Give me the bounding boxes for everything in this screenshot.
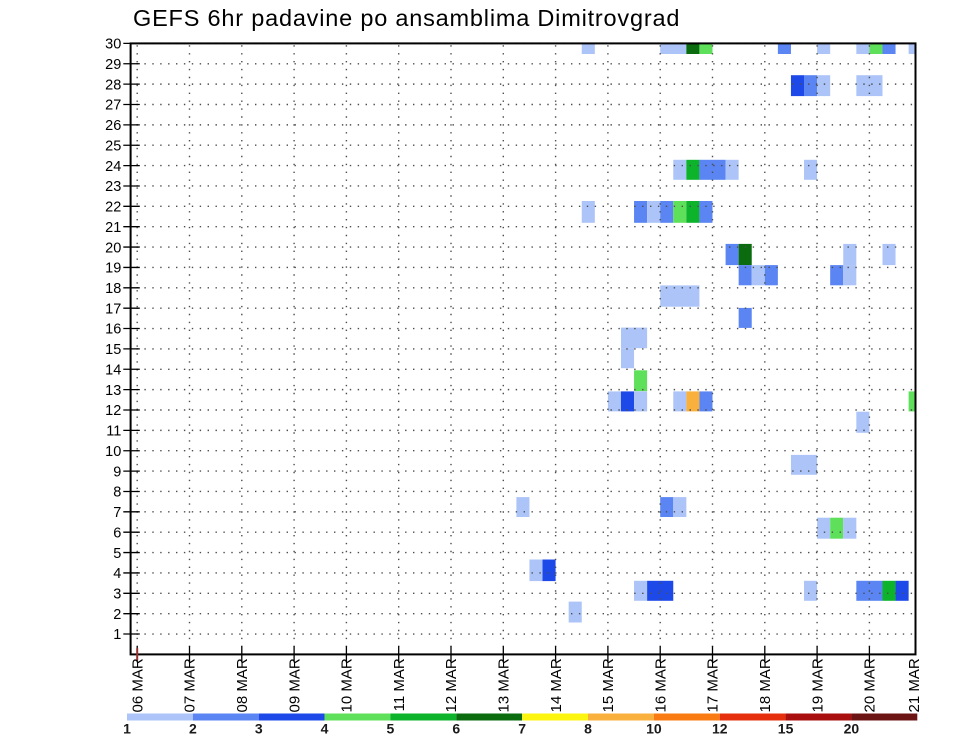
svg-text:15: 15 [105, 342, 121, 358]
svg-text:30: 30 [105, 37, 121, 53]
svg-text:24: 24 [105, 159, 121, 175]
svg-text:9: 9 [113, 464, 121, 480]
svg-text:17 MAR: 17 MAR [705, 658, 722, 712]
svg-text:12: 12 [712, 721, 728, 737]
svg-text:2: 2 [189, 721, 197, 737]
svg-text:28: 28 [105, 77, 121, 93]
svg-text:06 MAR: 06 MAR [129, 658, 146, 712]
svg-text:10: 10 [105, 444, 121, 460]
svg-text:2: 2 [113, 607, 121, 623]
svg-text:16 MAR: 16 MAR [652, 658, 669, 712]
svg-text:18 MAR: 18 MAR [757, 658, 774, 712]
svg-text:20: 20 [105, 240, 121, 256]
svg-text:15: 15 [778, 721, 794, 737]
svg-text:16: 16 [105, 322, 121, 338]
svg-text:7: 7 [113, 505, 121, 521]
svg-text:6: 6 [113, 525, 121, 541]
svg-text:07 MAR: 07 MAR [182, 658, 199, 712]
svg-text:25: 25 [105, 138, 121, 154]
svg-text:7: 7 [518, 721, 526, 737]
svg-text:21: 21 [105, 220, 121, 236]
svg-text:3: 3 [255, 721, 263, 737]
svg-text:20 MAR: 20 MAR [862, 658, 879, 712]
svg-text:8: 8 [113, 485, 121, 501]
svg-text:14: 14 [105, 362, 121, 378]
svg-text:11: 11 [106, 424, 121, 440]
svg-text:15 MAR: 15 MAR [600, 658, 617, 712]
svg-text:21 MAR: 21 MAR [906, 658, 923, 712]
svg-text:11 MAR: 11 MAR [391, 658, 408, 711]
svg-text:08 MAR: 08 MAR [234, 658, 251, 712]
svg-text:22: 22 [105, 200, 121, 216]
svg-text:20: 20 [844, 721, 860, 737]
svg-text:19 MAR: 19 MAR [809, 658, 826, 712]
svg-text:13: 13 [105, 383, 121, 399]
svg-text:1: 1 [113, 627, 121, 643]
svg-text:8: 8 [584, 721, 592, 737]
svg-text:29: 29 [105, 57, 121, 73]
svg-text:17: 17 [105, 301, 121, 317]
svg-text:18: 18 [105, 281, 121, 297]
svg-text:GEFS 6hr padavine po ansamblim: GEFS 6hr padavine po ansamblima Dimitrov… [133, 5, 680, 31]
svg-text:23: 23 [105, 179, 121, 195]
svg-text:5: 5 [387, 721, 395, 737]
svg-text:27: 27 [105, 98, 121, 114]
svg-text:14 MAR: 14 MAR [548, 658, 565, 712]
svg-text:3: 3 [113, 587, 121, 603]
svg-text:4: 4 [321, 721, 329, 737]
svg-text:4: 4 [113, 566, 121, 582]
svg-text:19: 19 [105, 261, 121, 277]
svg-text:13 MAR: 13 MAR [496, 658, 513, 712]
svg-text:12: 12 [105, 403, 121, 419]
svg-text:09 MAR: 09 MAR [286, 658, 303, 712]
svg-text:5: 5 [113, 546, 121, 562]
svg-text:10 MAR: 10 MAR [339, 658, 356, 712]
svg-text:6: 6 [452, 721, 460, 737]
svg-text:12 MAR: 12 MAR [443, 658, 460, 712]
svg-text:26: 26 [105, 118, 121, 134]
svg-text:1: 1 [123, 721, 131, 737]
svg-text:10: 10 [646, 721, 662, 737]
